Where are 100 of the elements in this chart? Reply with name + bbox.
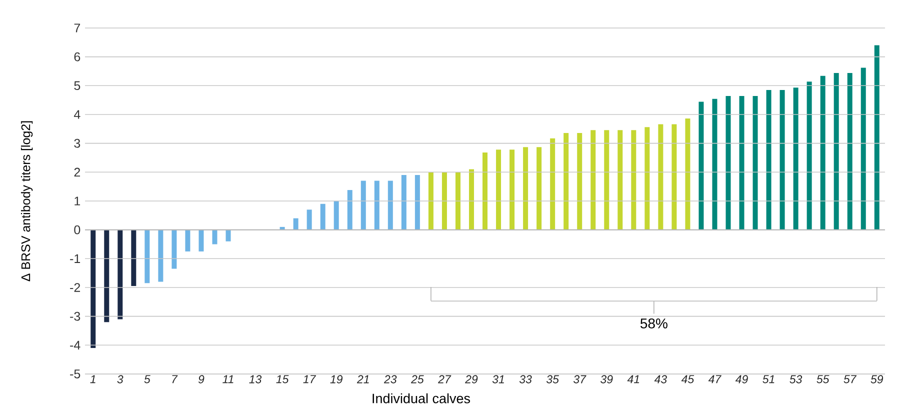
bar — [198, 230, 204, 252]
y-tick-label: 3 — [74, 138, 80, 148]
bar — [672, 124, 677, 230]
bar — [698, 102, 704, 230]
bar — [468, 169, 474, 230]
x-axis-title: Individual calves — [372, 393, 470, 404]
x-tick-label: 13 — [249, 375, 262, 384]
bar — [131, 230, 136, 286]
x-tick-label: 33 — [519, 375, 532, 384]
bar — [726, 96, 731, 230]
bar — [523, 147, 528, 230]
bar — [874, 45, 880, 230]
bar — [834, 72, 839, 230]
bar — [618, 130, 623, 230]
bar — [104, 230, 110, 322]
bar — [536, 147, 542, 230]
y-tick-label: 2 — [74, 168, 80, 177]
x-tick-label: 27 — [438, 375, 452, 384]
bar — [631, 130, 636, 230]
x-tick-label: 35 — [546, 375, 559, 384]
bar — [590, 130, 596, 230]
x-tick-label: 11 — [222, 375, 234, 384]
x-tick-label: 21 — [356, 375, 369, 384]
y-tick-label: 7 — [74, 24, 80, 32]
y-tick-label: -2 — [70, 283, 80, 292]
x-tick-label: 31 — [492, 375, 504, 384]
bar — [158, 230, 164, 282]
bar — [401, 175, 406, 230]
x-tick-label: 5 — [144, 375, 150, 384]
bar — [482, 152, 488, 230]
bar — [360, 180, 366, 230]
bar — [766, 90, 772, 230]
bar — [577, 132, 582, 230]
bar — [388, 180, 393, 230]
bar — [793, 88, 798, 230]
x-tick-label: 49 — [735, 375, 748, 384]
bar — [847, 72, 852, 230]
bar — [564, 132, 569, 230]
bar — [442, 172, 447, 230]
x-tick-label: 23 — [384, 375, 397, 384]
bar — [510, 150, 515, 230]
bar — [185, 230, 190, 252]
x-tick-label: 37 — [573, 375, 586, 384]
x-tick-label: 47 — [708, 375, 722, 384]
annotation: 58% — [640, 318, 668, 328]
bar — [712, 98, 718, 230]
bar — [347, 190, 352, 230]
x-tick-label: 59 — [870, 375, 884, 384]
y-tick-label: 4 — [74, 110, 80, 119]
bar — [550, 138, 556, 230]
x-tick-label: 29 — [465, 375, 478, 384]
bar — [860, 68, 866, 230]
x-tick-label: 19 — [330, 375, 343, 384]
bar — [658, 124, 664, 230]
bar — [293, 218, 298, 230]
x-tick-label: 51 — [762, 375, 774, 384]
x-tick-label: 17 — [303, 375, 316, 384]
bar — [172, 230, 177, 269]
bar — [306, 210, 312, 230]
x-tick-label: 41 — [627, 375, 640, 384]
y-tick-label: 1 — [74, 196, 80, 206]
bar — [496, 150, 502, 230]
x-tick-label: 53 — [790, 375, 802, 384]
x-tick-label: 39 — [600, 375, 613, 384]
x-tick-label: 25 — [410, 375, 424, 384]
bar — [806, 82, 812, 230]
bar — [752, 96, 758, 230]
bar — [644, 127, 650, 230]
y-tick-label: -3 — [70, 312, 80, 321]
bar — [604, 130, 610, 230]
bar — [428, 172, 434, 230]
x-tick-label: 1 — [90, 375, 96, 384]
bar — [144, 230, 150, 284]
y-tick-label: -1 — [70, 254, 80, 263]
y-tick-label: 6 — [74, 52, 80, 62]
bar — [334, 200, 339, 230]
bar — [414, 175, 420, 230]
bar — [212, 230, 218, 244]
y-tick-label: 0 — [74, 225, 80, 234]
bar — [90, 230, 96, 348]
bar — [455, 172, 460, 230]
x-tick-label: 15 — [276, 375, 289, 384]
bar — [780, 90, 785, 230]
x-tick-label: 57 — [844, 375, 857, 384]
bar — [320, 204, 326, 230]
y-tick-label: 5 — [74, 81, 80, 90]
x-tick-label: 9 — [198, 375, 204, 384]
bar — [118, 230, 123, 320]
x-tick-label: 3 — [117, 375, 124, 384]
bar — [739, 96, 744, 230]
x-tick-label: 7 — [172, 375, 178, 384]
x-tick-label: 55 — [816, 375, 830, 384]
x-tick-label: 43 — [654, 375, 667, 384]
bar — [820, 76, 826, 230]
bar — [226, 230, 231, 242]
bar — [685, 118, 690, 230]
y-tick-label: -4 — [70, 340, 80, 350]
y-axis-title: Δ BRSV antibody titers [log2] — [20, 121, 33, 282]
bar — [374, 180, 380, 230]
y-tick-label: -5 — [70, 370, 80, 378]
